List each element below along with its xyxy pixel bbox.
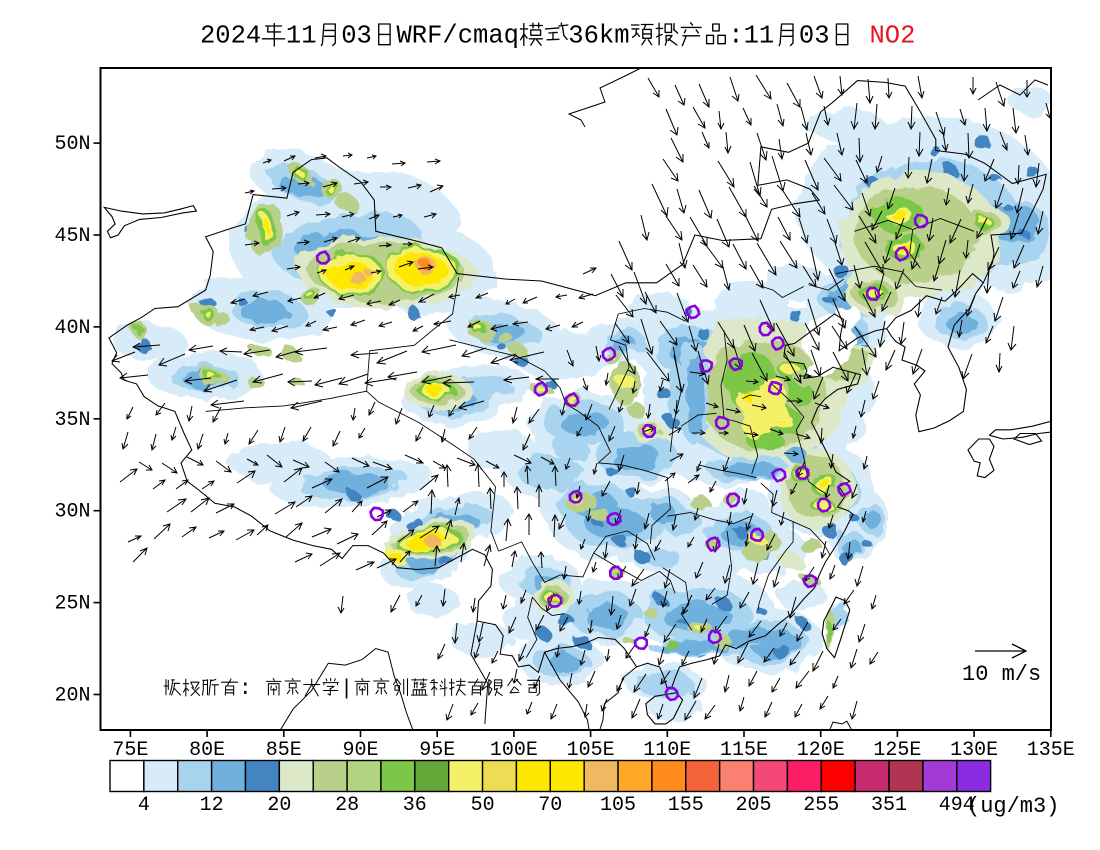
svg-text:25N: 25N — [54, 593, 90, 616]
svg-text:(ug/m3): (ug/m3) — [967, 794, 1059, 819]
svg-text:20: 20 — [267, 794, 291, 817]
svg-text:100E: 100E — [490, 739, 538, 762]
svg-text:494: 494 — [939, 794, 975, 817]
svg-text:50: 50 — [471, 794, 495, 817]
svg-text:70: 70 — [538, 794, 562, 817]
svg-text:95E: 95E — [419, 739, 455, 762]
svg-text:35N: 35N — [54, 409, 90, 432]
svg-text:75E: 75E — [112, 739, 148, 762]
svg-text:155: 155 — [668, 794, 704, 817]
svg-text:50N: 50N — [54, 133, 90, 156]
svg-text:80E: 80E — [189, 739, 225, 762]
svg-text:130E: 130E — [950, 739, 998, 762]
svg-text::: : — [239, 678, 264, 701]
svg-text:120E: 120E — [797, 739, 845, 762]
svg-text:WRF/cmaq: WRF/cmaq — [397, 22, 519, 51]
svg-text:45N: 45N — [54, 225, 90, 248]
svg-text:NO2: NO2 — [870, 22, 916, 51]
svg-text:03: 03 — [341, 22, 372, 51]
svg-text:255: 255 — [803, 794, 839, 817]
svg-text:12: 12 — [200, 794, 224, 817]
svg-text:11: 11 — [286, 22, 317, 51]
svg-text:36km: 36km — [568, 22, 629, 51]
svg-text:105E: 105E — [567, 739, 615, 762]
svg-text:110E: 110E — [643, 739, 691, 762]
svg-text:85E: 85E — [266, 739, 302, 762]
svg-text:03: 03 — [799, 22, 830, 51]
svg-text:36: 36 — [403, 794, 427, 817]
svg-text:205: 205 — [735, 794, 771, 817]
svg-text:2024: 2024 — [200, 22, 261, 51]
svg-text:11: 11 — [744, 22, 775, 51]
svg-text:20N: 20N — [54, 685, 90, 708]
svg-text:105: 105 — [600, 794, 636, 817]
svg-text:115E: 115E — [720, 739, 768, 762]
svg-text:30N: 30N — [54, 501, 90, 524]
svg-text:125E: 125E — [873, 739, 921, 762]
svg-text:28: 28 — [335, 794, 359, 817]
svg-text:40N: 40N — [54, 317, 90, 340]
svg-text::: : — [728, 22, 743, 51]
svg-text:10 m/s: 10 m/s — [962, 662, 1041, 687]
svg-text:|: | — [340, 678, 353, 701]
svg-text:4: 4 — [138, 794, 150, 817]
svg-text:90E: 90E — [342, 739, 378, 762]
svg-text:135E: 135E — [1027, 739, 1075, 762]
svg-text:351: 351 — [871, 794, 907, 817]
